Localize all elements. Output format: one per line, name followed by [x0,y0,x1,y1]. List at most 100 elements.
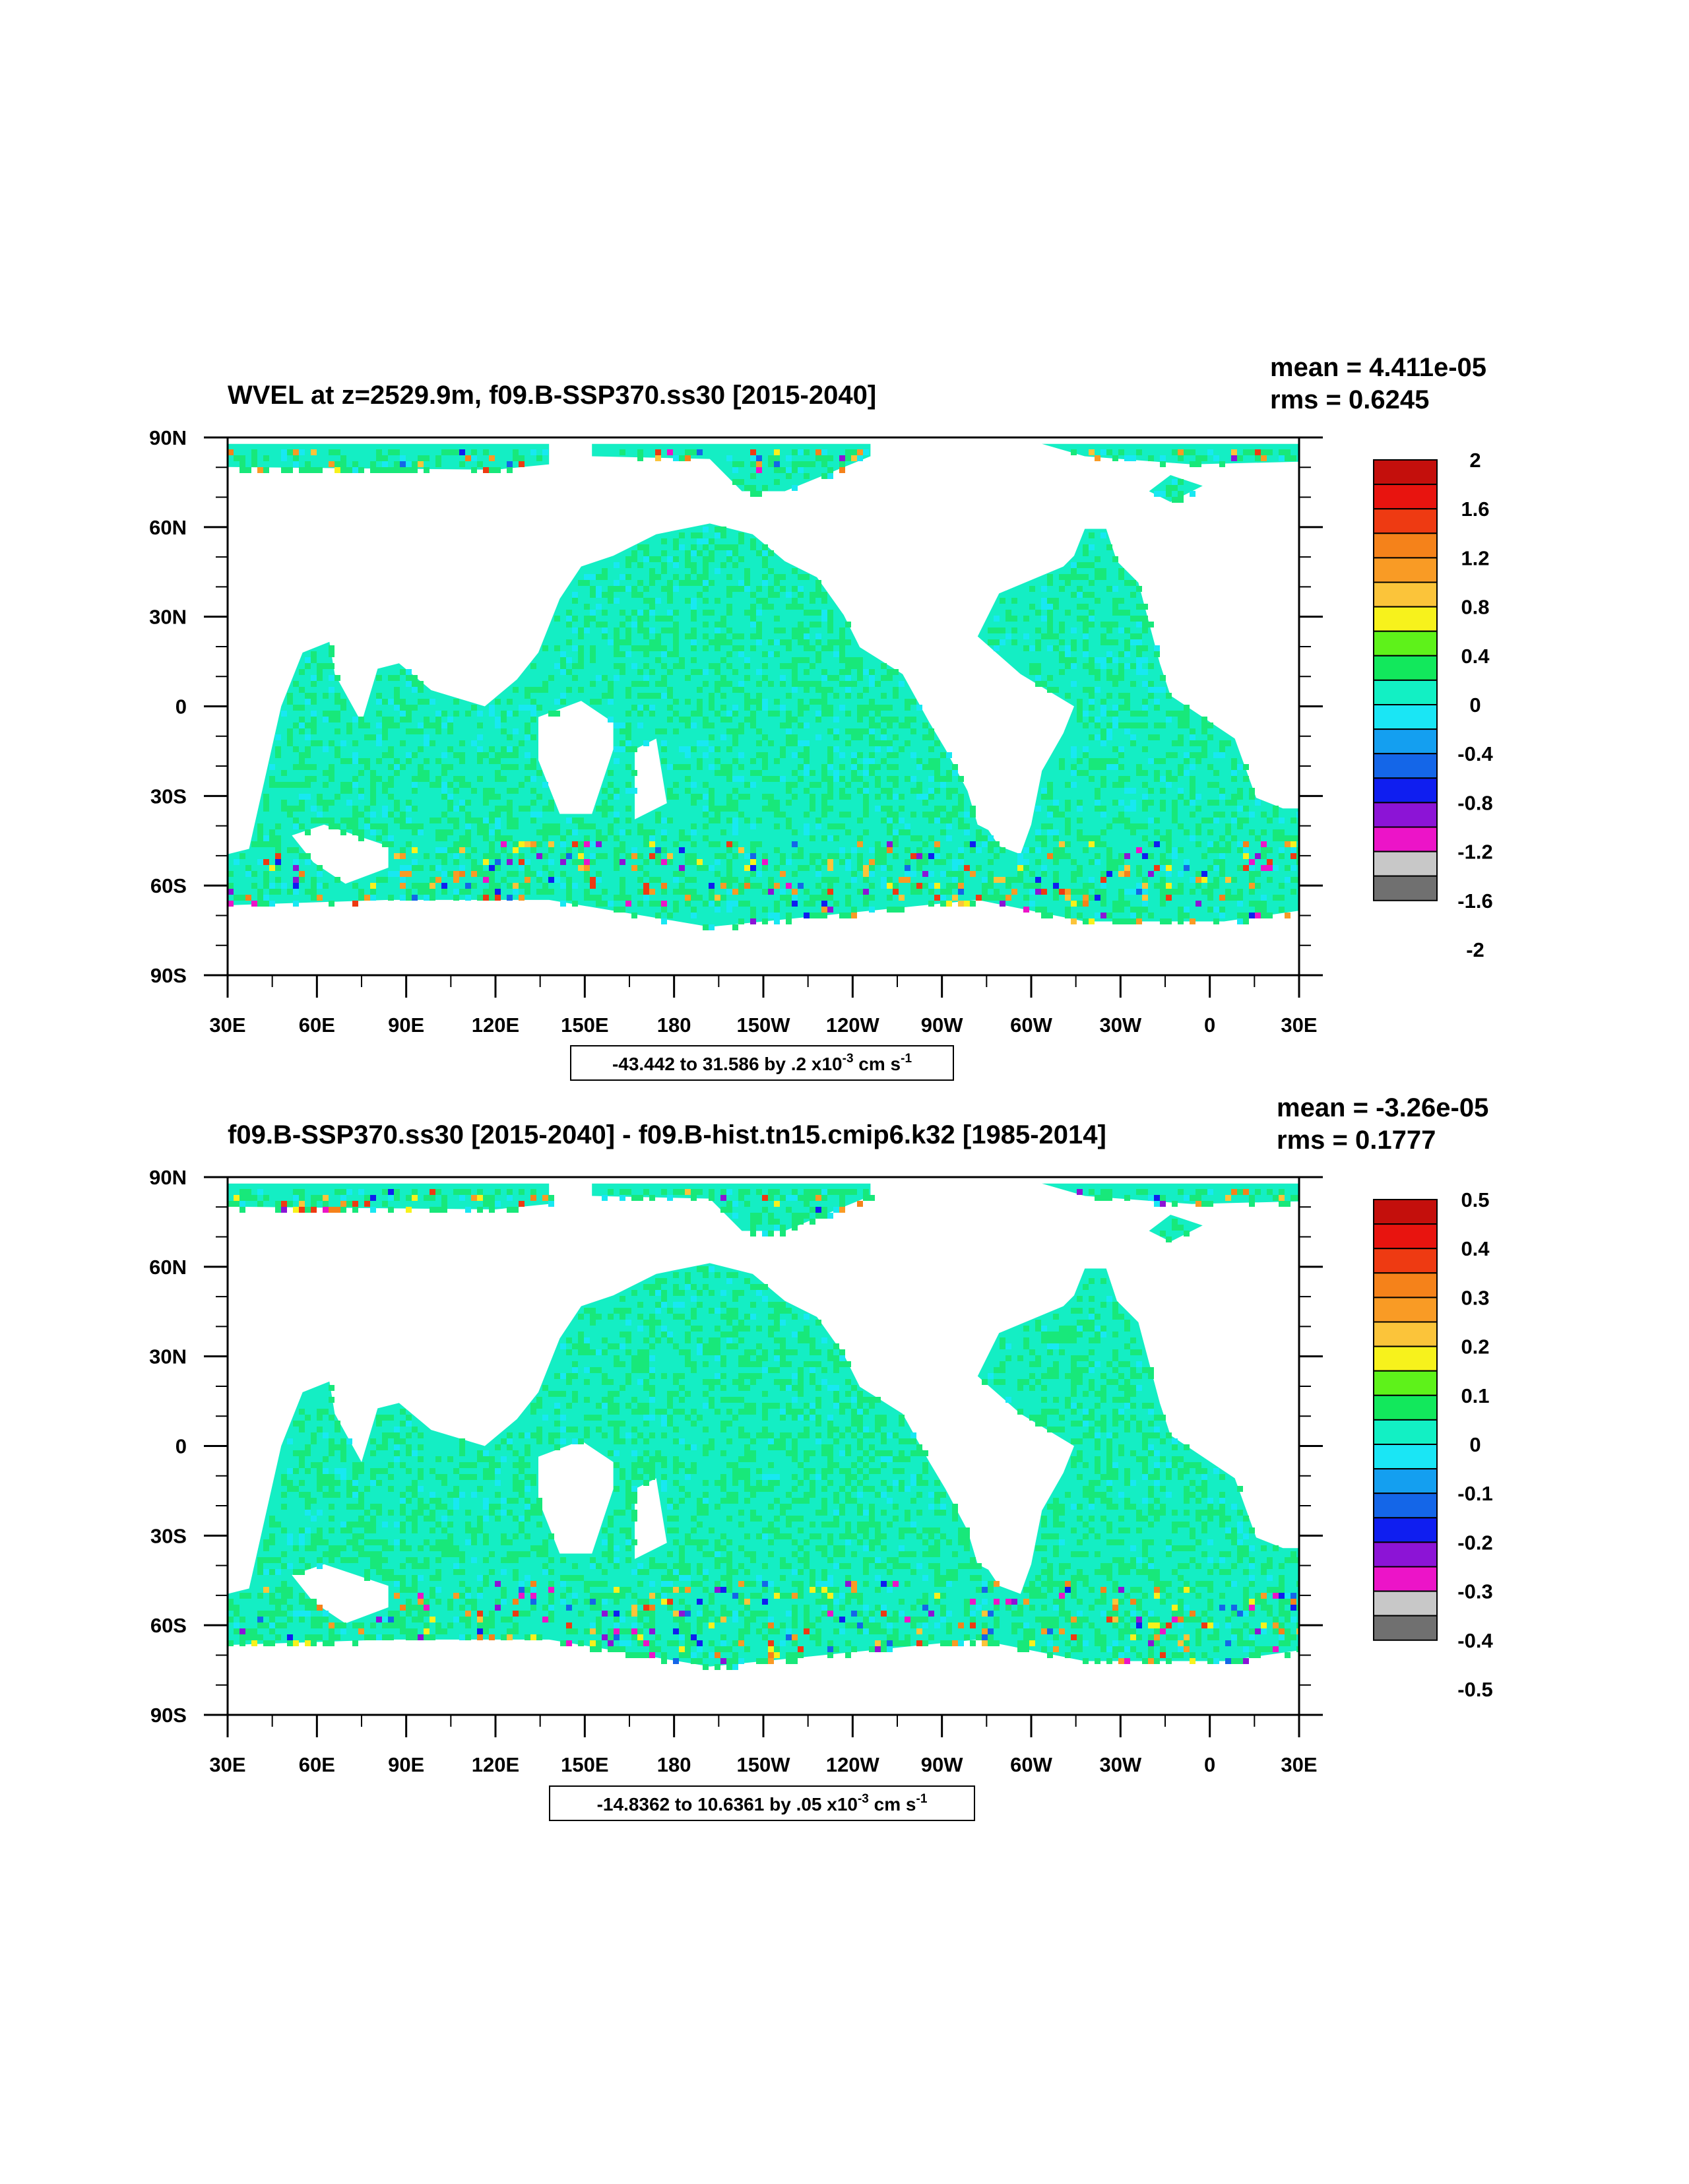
ocean-cell [768,1332,774,1337]
ocean-cell [780,586,786,592]
ocean-cell [489,1474,495,1480]
ocean-cell [893,764,899,770]
ocean-cell [738,1355,744,1361]
ocean-cell [430,699,435,705]
ocean-cell [560,1343,566,1349]
ocean-cell [1249,901,1255,907]
ocean-cell [1023,847,1029,853]
ocean-cell [679,746,685,752]
ocean-cell [1160,455,1166,461]
ocean-cell [703,1492,709,1498]
ocean-cell [1059,639,1065,645]
ocean-cell [798,592,804,598]
ocean-cell [631,1498,637,1504]
ocean-cell [1184,717,1190,723]
ocean-cell [738,1373,744,1379]
ocean-cell [827,865,833,871]
ocean-cell [810,1373,815,1379]
ocean-cell [709,663,715,669]
ocean-cell [1041,1385,1047,1391]
ocean-cell [821,616,827,622]
ocean-cell [643,1462,649,1468]
ocean-cell [1195,806,1201,812]
ocean-cell [340,1527,346,1533]
ocean-cell [994,645,1000,651]
ocean-cell [406,1444,412,1450]
ocean-cell [916,788,922,794]
ocean-cell [418,1510,424,1516]
ocean-cell [905,865,910,871]
ocean-cell [821,1444,827,1450]
ocean-cell [786,1432,792,1438]
ocean-cell [780,889,786,895]
ocean-cell [1291,865,1296,871]
ocean-cell [1124,865,1130,871]
ocean-cell [1136,907,1142,913]
ocean-cell [744,1474,750,1480]
ocean-cell [1201,717,1207,723]
ocean-cell [471,871,477,877]
ocean-cell [1279,1201,1285,1207]
ocean-cell [1130,663,1136,669]
ocean-cell [685,1337,691,1343]
ocean-cell [881,1438,887,1444]
ocean-cell [1118,1361,1124,1367]
land-mass [635,738,667,819]
ocean-cell [875,723,881,728]
ocean-cell [786,782,792,788]
ocean-cell [1136,764,1142,770]
ocean-cell [459,1195,465,1201]
ocean-cell [893,669,899,675]
ocean-cell [697,1266,703,1272]
ocean-cell [738,752,744,758]
ocean-cell [827,455,833,461]
ocean-cell [726,556,732,562]
ocean-cell [382,1415,388,1421]
ocean-cell [780,895,786,901]
ocean-cell [750,1456,756,1462]
ocean-cell [1225,841,1231,847]
ocean-cell [685,788,691,794]
ocean-cell [726,841,732,847]
ocean-cell [780,1415,786,1421]
ocean-cell [1077,562,1083,568]
ocean-cell [685,1355,691,1361]
ocean-cell [459,1438,465,1444]
ocean-cell [732,901,738,907]
ocean-cell [673,1427,679,1432]
ocean-cell [257,835,263,841]
ocean-cell [994,877,1000,883]
ocean-cell [715,806,720,812]
ocean-cell [1083,1486,1089,1492]
ocean-cell [566,657,572,663]
ocean-cell [738,1326,744,1332]
ocean-cell [839,1201,845,1207]
ocean-cell [560,871,566,877]
ocean-cell [376,699,382,705]
ocean-cell [1083,1284,1089,1290]
ocean-cell [293,1207,299,1213]
ocean-cell [1089,669,1095,675]
ocean-cell [305,1504,311,1510]
ocean-cell [845,681,851,687]
ocean-cell [299,764,305,770]
ocean-cell [715,711,720,717]
ocean-cell [1047,782,1053,788]
ocean-cell [578,1343,584,1349]
ocean-cell [887,877,893,883]
ocean-cell [614,1450,620,1456]
ocean-cell [453,853,459,859]
ocean-cell [388,776,394,782]
ocean-cell [346,1201,352,1207]
ocean-cell [667,794,673,800]
ocean-cell [406,1450,412,1456]
ocean-cell [810,794,815,800]
ocean-cell [1279,829,1285,835]
ocean-cell [1065,818,1071,823]
ocean-cell [459,461,465,467]
ocean-cell [762,1231,768,1237]
ocean-cell [1190,877,1195,883]
ocean-cell [412,728,418,734]
ocean-cell [1237,913,1243,918]
ocean-cell [905,717,910,723]
